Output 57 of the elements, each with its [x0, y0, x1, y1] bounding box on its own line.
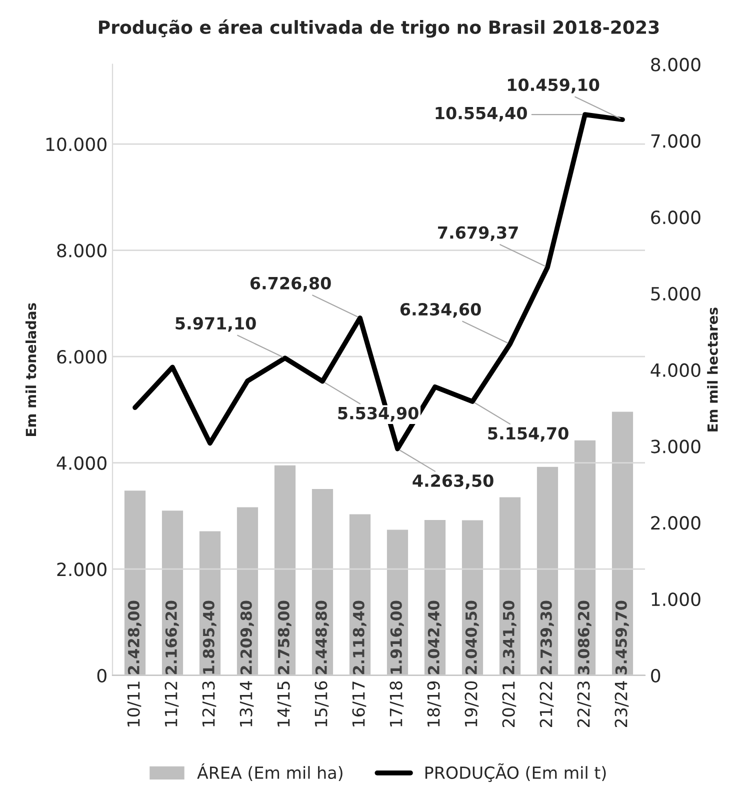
- x-tick-label: 15/16: [314, 681, 329, 726]
- x-tick-label: 12/13: [202, 682, 216, 726]
- x-tick-label: 17/18: [390, 681, 404, 726]
- y-tick-label: 8.000: [57, 244, 106, 258]
- y-tick-label: 10.000: [46, 137, 106, 152]
- y-tick-label: 2.000: [57, 562, 106, 576]
- x-tick-label: 19/20: [464, 681, 479, 726]
- y2-tick-label: 2.000: [651, 516, 700, 530]
- y2-tick-label: 6.000: [651, 210, 700, 224]
- data-label: 2.166,20: [165, 600, 179, 674]
- x-tick-label: 21/22: [540, 682, 554, 728]
- x-tick-label: 20/21: [502, 682, 516, 728]
- data-label: 3.086,20: [578, 600, 592, 674]
- data-label: 5.971,10: [176, 316, 256, 332]
- y-axis-title: Em mil toneladas: [25, 303, 36, 436]
- x-tick-label: 16/17: [352, 682, 366, 726]
- data-label: 2.448,80: [315, 600, 329, 674]
- data-label: 2.758,00: [278, 600, 292, 674]
- data-label: 2.040,50: [465, 600, 479, 674]
- data-label: 5.534,90: [338, 406, 418, 422]
- x-tick-label: 11/12: [164, 682, 179, 726]
- x-tick-label: 13/14: [240, 681, 254, 726]
- y2-tick-label: 4.000: [650, 363, 700, 377]
- y2-axis-title: Em mil hectares: [707, 308, 718, 432]
- y2-tick-label: 1.000: [652, 592, 700, 606]
- y-tick-label: 6.000: [57, 350, 106, 364]
- data-label: 3.459,70: [615, 600, 629, 674]
- y-tick-label: 0: [97, 668, 106, 682]
- data-label: 2.428,00: [128, 600, 142, 674]
- y2-tick-label: 5.000: [651, 286, 700, 301]
- legend-label: PRODUÇÃO (Em mil t): [425, 763, 606, 782]
- data-label: 6.726,80: [250, 276, 331, 292]
- data-label: 10.554,40: [436, 106, 527, 122]
- data-label: 6.234,60: [400, 302, 481, 318]
- data-label: 1.916,00: [390, 600, 404, 674]
- data-label: 2.209,80: [240, 600, 254, 674]
- y2-tick-label: 0: [651, 668, 660, 682]
- y2-tick-label: 8.000: [651, 58, 700, 72]
- data-label: 4.263,50: [412, 474, 494, 490]
- legend-label: ÁREA (Em mil ha): [197, 763, 342, 781]
- x-tick-label: 18/19: [427, 681, 442, 726]
- y2-tick-label: 7.000: [651, 134, 700, 148]
- y-tick-label: 4.000: [56, 456, 106, 470]
- data-label: 7.679,37: [438, 226, 518, 241]
- data-label: 10.459,10: [508, 78, 600, 94]
- data-label: 5.154,70: [488, 427, 568, 442]
- x-tick-label: 23/24: [614, 681, 629, 728]
- x-tick-label: 22/23: [577, 682, 592, 728]
- data-label: 2.042,40: [428, 600, 442, 674]
- x-tick-label: 14/15: [277, 682, 292, 726]
- y2-tick-label: 3.000: [651, 440, 700, 454]
- chart-title: Produção e área cultivada de trigo no Brasil 2018-2023: [99, 19, 659, 38]
- x-tick-label: 10/11: [127, 682, 142, 726]
- data-label: 2.739,30: [540, 600, 554, 674]
- data-label: 2.118,40: [352, 600, 366, 674]
- data-label: 2.341,50: [502, 600, 516, 674]
- data-label: 1.895,40: [202, 600, 216, 674]
